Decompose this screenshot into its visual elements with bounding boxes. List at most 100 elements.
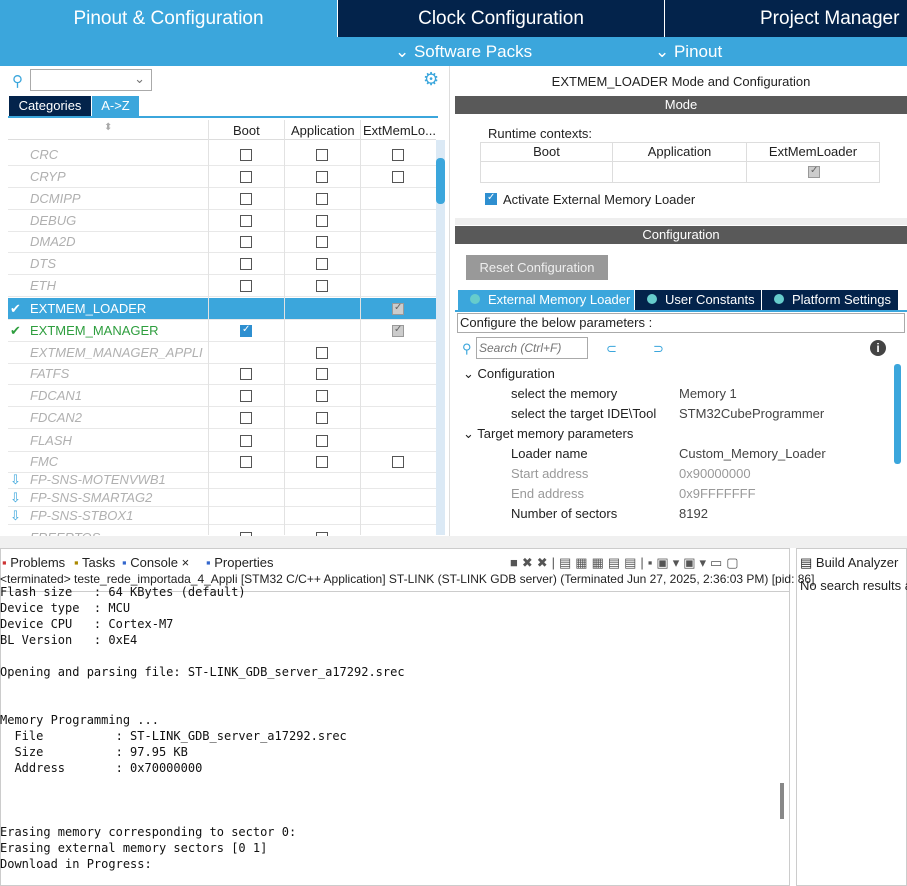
sort-icon[interactable]: ⬍ (104, 122, 113, 133)
ext-checkbox[interactable] (392, 456, 404, 468)
app-checkbox[interactable] (316, 280, 328, 292)
app-checkbox[interactable] (316, 236, 328, 248)
app-checkbox[interactable] (316, 193, 328, 205)
component-name: FDCAN2 (30, 410, 83, 425)
app-checkbox[interactable] (316, 435, 328, 447)
table-row[interactable]: FATFS (8, 363, 436, 385)
table-row[interactable]: ETH (8, 275, 436, 297)
table-row[interactable]: FP-SNS-STBOX1 ⇩ (8, 507, 436, 525)
ext-checkbox[interactable] (392, 324, 404, 337)
param-value[interactable]: Memory 1 (679, 386, 737, 401)
software-packs-menu[interactable]: ⌄ Software Packs (395, 42, 533, 61)
tab-tasks[interactable]: ▪ Tasks (74, 555, 116, 570)
console-toolbar[interactable]: ■✖✖|▤▦▦▤▤|▪▣▾▣▾▭▢ (510, 555, 743, 570)
param-value[interactable]: 8192 (679, 506, 708, 521)
table-row[interactable]: DCMIPP (8, 188, 436, 210)
gear-icon[interactable]: ⚙ (423, 69, 440, 89)
boot-checkbox[interactable] (240, 193, 252, 205)
component-name: EXTMEM_MANAGER_APPLI (30, 345, 203, 360)
table-row[interactable]: FP-SNS-MOTENVWB1 ⇩ (8, 471, 436, 489)
app-checkbox[interactable] (316, 456, 328, 468)
table-row[interactable]: DTS (8, 253, 436, 275)
param-scrollbar[interactable] (894, 364, 901, 464)
tab-properties[interactable]: ▪ Properties (206, 555, 274, 570)
build-analyzer-message: No search results ava (800, 578, 907, 593)
tab-project-manager[interactable]: Project Manager (665, 0, 907, 37)
param-group[interactable]: ⌄ Target memory parameters (463, 426, 634, 441)
param-group[interactable]: ⌄ Configuration (463, 366, 555, 381)
table-row[interactable]: DMA2D (8, 231, 436, 253)
param-value[interactable]: 0x90000000 (679, 466, 751, 481)
tab-user-constants[interactable]: User Constants (635, 290, 761, 310)
boot-checkbox[interactable] (240, 435, 252, 447)
configuration-header: Configuration (455, 226, 907, 244)
tab-external-memory-loader[interactable]: External Memory Loader (458, 290, 634, 310)
ext-checkbox[interactable] (392, 302, 404, 315)
param-value[interactable]: 0x9FFFFFFF (679, 486, 756, 501)
ext-checkbox[interactable] (392, 149, 404, 161)
download-icon: ⇩ (10, 471, 21, 487)
app-checkbox[interactable] (316, 258, 328, 270)
search-icon: ⚲ (462, 341, 472, 356)
console-output[interactable]: Flash size : 64 KBytes (default) Device … (0, 585, 405, 871)
tab-platform-settings[interactable]: Platform Settings (762, 290, 898, 310)
boot-checkbox[interactable] (240, 171, 252, 183)
console-scrollbar[interactable] (780, 783, 784, 819)
table-row[interactable]: CRYP (8, 166, 436, 188)
table-row[interactable]: FP-SNS-SMARTAG2 ⇩ (8, 489, 436, 507)
search-icon: ⚲ (12, 73, 23, 90)
component-name: EXTMEM_MANAGER (30, 323, 159, 338)
reset-configuration-button[interactable]: Reset Configuration (466, 255, 608, 280)
boot-checkbox[interactable] (240, 412, 252, 424)
close-icon[interactable]: × (181, 555, 190, 570)
boot-checkbox[interactable] (240, 368, 252, 380)
app-checkbox[interactable] (316, 368, 328, 380)
boot-checkbox[interactable] (240, 258, 252, 270)
check-circle-icon (647, 294, 657, 304)
table-row[interactable]: EXTMEM_MANAGER_APPLI (8, 342, 436, 364)
boot-checkbox[interactable] (240, 215, 252, 227)
table-row[interactable]: EXTMEM_LOADER ✔ (8, 298, 436, 320)
app-checkbox[interactable] (316, 171, 328, 183)
previous-icon[interactable]: ⊂ (606, 341, 617, 356)
table-row[interactable]: FDCAN1 (8, 385, 436, 407)
param-value[interactable]: STM32CubeProgrammer (679, 406, 825, 421)
boot-checkbox[interactable] (240, 280, 252, 292)
table-row[interactable]: FMC (8, 451, 436, 473)
table-row[interactable]: FLASH (8, 430, 436, 452)
table-row[interactable]: DEBUG (8, 210, 436, 232)
search-combo[interactable]: ⌄ (30, 69, 152, 91)
boot-checkbox[interactable] (240, 456, 252, 468)
next-icon[interactable]: ⊃ (653, 341, 664, 356)
app-checkbox[interactable] (316, 390, 328, 402)
boot-checkbox[interactable] (240, 236, 252, 248)
boot-checkbox[interactable] (240, 324, 252, 337)
ext-checkbox[interactable] (392, 171, 404, 183)
download-icon: ⇩ (10, 507, 21, 523)
app-checkbox[interactable] (316, 347, 328, 359)
table-row[interactable]: FDCAN2 (8, 407, 436, 429)
app-checkbox[interactable] (316, 215, 328, 227)
panel-title: EXTMEM_LOADER Mode and Configuration (551, 74, 811, 89)
activate-loader-checkbox[interactable] (485, 192, 497, 205)
param-value[interactable]: Custom_Memory_Loader (679, 446, 826, 461)
tab-clock-configuration[interactable]: Clock Configuration (338, 0, 664, 37)
runtime-extmemloader-checkbox[interactable] (808, 165, 820, 178)
scrollbar[interactable] (436, 140, 445, 535)
boot-checkbox[interactable] (240, 390, 252, 402)
tab-a-z[interactable]: A->Z (92, 96, 139, 116)
tab-pinout-configuration[interactable]: Pinout & Configuration (0, 0, 337, 37)
table-row[interactable]: EXTMEM_MANAGER ✔ (8, 320, 436, 342)
component-name: DMA2D (30, 234, 76, 249)
tab-problems[interactable]: ▪ Problems (2, 555, 66, 570)
info-icon[interactable]: i (870, 340, 886, 356)
pinout-menu[interactable]: ⌄ Pinout (655, 42, 723, 61)
tab-build-analyzer[interactable]: ▤ Build Analyzer (800, 555, 899, 570)
param-search-input[interactable] (476, 337, 588, 359)
app-checkbox[interactable] (316, 412, 328, 424)
boot-checkbox[interactable] (240, 149, 252, 161)
tab-console[interactable]: ▪ Console × (122, 555, 190, 570)
tab-categories[interactable]: Categories (9, 96, 91, 116)
table-row[interactable]: CRC (8, 144, 436, 166)
app-checkbox[interactable] (316, 149, 328, 161)
